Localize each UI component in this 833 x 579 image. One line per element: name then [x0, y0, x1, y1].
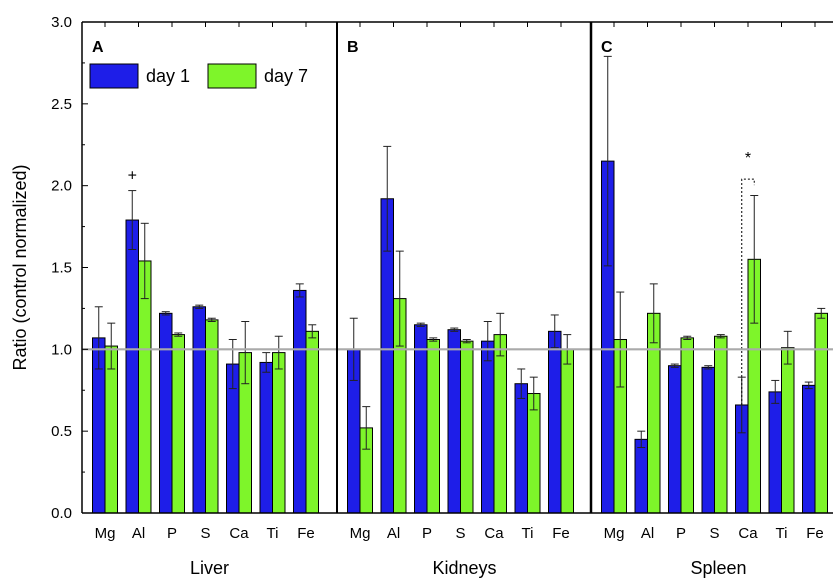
x-tick-label-p: P — [422, 525, 432, 542]
bar-spleen-p-day7 — [680, 337, 694, 514]
legend-swatch-day7 — [207, 63, 257, 89]
bar-kidneys-ca-day1 — [481, 340, 495, 514]
bar-liver-p-day1 — [159, 312, 173, 514]
x-tick-label-ca: Ca — [484, 525, 504, 542]
legend-label-day7: day 7 — [264, 66, 308, 86]
bar-kidneys-ti-day7 — [527, 393, 541, 514]
bar-kidneys-fe-day1 — [548, 330, 562, 514]
panel-letter-b: B — [347, 39, 359, 56]
x-tick-label-s: S — [455, 525, 465, 542]
panel-title-kidneys: Kidneys — [432, 558, 496, 578]
panel-letter-a: A — [92, 39, 104, 56]
x-tick-label-ti: Ti — [776, 525, 788, 542]
bar-kidneys-ti-day1 — [514, 383, 528, 514]
bar-kidneys-s-day1 — [447, 329, 461, 514]
y-tick-label: 2.5 — [51, 96, 72, 113]
bar-spleen-fe-day1 — [802, 384, 816, 514]
x-tick-label-ca: Ca — [229, 525, 249, 542]
x-tick-label-p: P — [167, 525, 177, 542]
bar-spleen-ti-day1 — [768, 391, 782, 514]
panel-title-liver: Liver — [190, 558, 229, 578]
x-tick-label-mg: Mg — [604, 525, 625, 542]
y-tick-label: 1.0 — [51, 341, 72, 358]
x-tick-label-al: Al — [132, 525, 145, 542]
x-tick-label-s: S — [200, 525, 210, 542]
bar-spleen-s-day7 — [714, 335, 728, 514]
y-axis-label: Ratio (control normalized) — [10, 164, 30, 370]
bar-liver-s-day1 — [192, 306, 206, 514]
bar-liver-ti-day1 — [259, 361, 273, 514]
bar-spleen-s-day1 — [701, 366, 715, 514]
y-tick-label: 1.5 — [51, 260, 72, 277]
significance-marker: + — [128, 168, 137, 185]
bar-kidneys-p-day1 — [414, 324, 428, 514]
y-tick-label: 0.0 — [51, 505, 72, 522]
significance-bracket — [741, 178, 755, 405]
x-tick-label-mg: Mg — [95, 525, 116, 542]
bar-liver-p-day7 — [171, 334, 185, 514]
panel-letter-c: C — [601, 39, 613, 56]
bar-spleen-fe-day7 — [814, 312, 828, 514]
bar-liver-mg-day7 — [104, 345, 118, 514]
x-tick-label-al: Al — [641, 525, 654, 542]
x-tick-label-fe: Fe — [806, 525, 824, 542]
x-tick-label-ti: Ti — [522, 525, 534, 542]
bar-kidneys-s-day7 — [460, 340, 474, 514]
x-tick-label-al: Al — [387, 525, 400, 542]
y-tick-label: 2.0 — [51, 178, 72, 195]
bar-spleen-al-day1 — [634, 438, 648, 514]
bar-liver-fe-day1 — [293, 289, 307, 514]
bar-kidneys-fe-day7 — [560, 348, 574, 514]
x-tick-label-ti: Ti — [267, 525, 279, 542]
y-tick-label: 0.5 — [51, 423, 72, 440]
panel-title-spleen: Spleen — [690, 558, 746, 578]
bar-kidneys-ca-day7 — [493, 334, 507, 514]
bar-liver-fe-day7 — [305, 330, 319, 514]
bar-liver-ti-day7 — [272, 352, 286, 514]
legend-swatch-day1 — [89, 63, 139, 89]
y-tick-label: 3.0 — [51, 14, 72, 31]
x-tick-label-mg: Mg — [350, 525, 371, 542]
x-tick-label-fe: Fe — [552, 525, 570, 542]
x-tick-label-ca: Ca — [738, 525, 758, 542]
bar-liver-al-day1 — [125, 219, 139, 514]
x-tick-label-s: S — [709, 525, 719, 542]
bar-spleen-p-day1 — [668, 365, 682, 514]
x-tick-label-p: P — [676, 525, 686, 542]
legend-label-day1: day 1 — [146, 66, 190, 86]
significance-marker: * — [745, 150, 751, 167]
x-tick-label-fe: Fe — [297, 525, 315, 542]
bar-kidneys-p-day7 — [426, 339, 440, 514]
bar-spleen-ti-day7 — [781, 347, 795, 514]
